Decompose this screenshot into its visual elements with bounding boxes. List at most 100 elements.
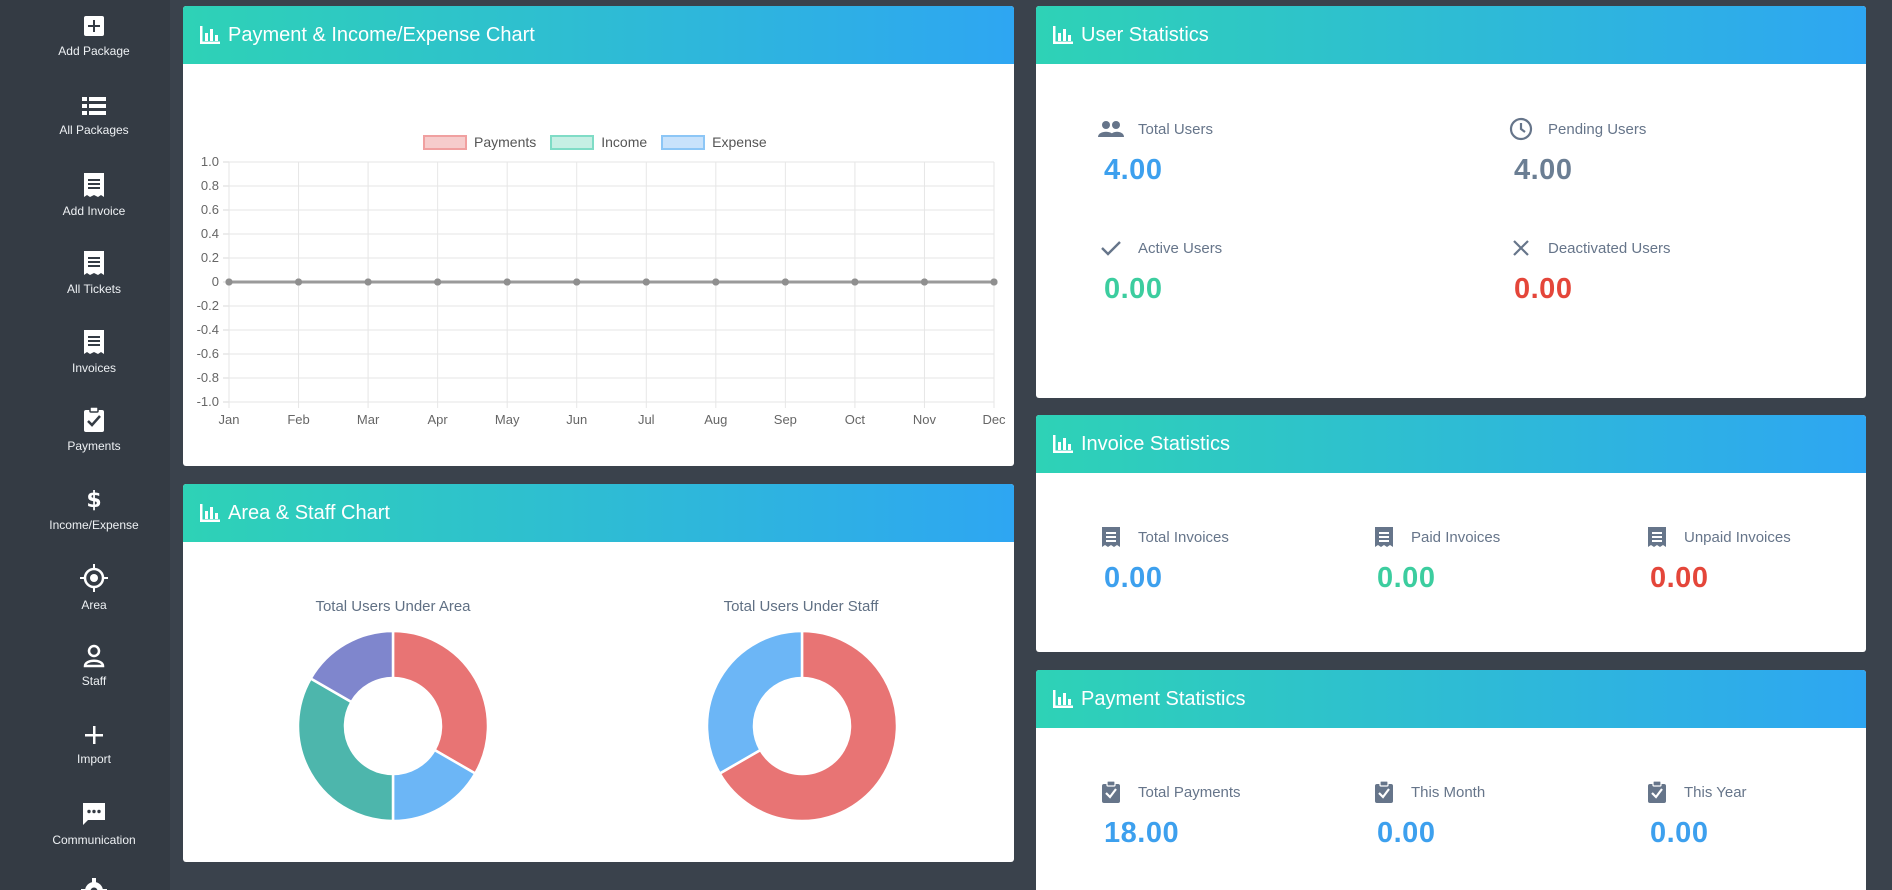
- sidebar-item-invoices[interactable]: Invoices: [0, 329, 188, 375]
- stat-value: 4.00: [1104, 154, 1163, 186]
- bar-chart-icon: [1053, 690, 1073, 708]
- donut-slice[interactable]: [296, 676, 395, 823]
- sidebar-item-area[interactable]: Area: [0, 564, 188, 612]
- card-header: Payment & Income/Expense Chart: [183, 6, 1014, 64]
- legend-swatch: [661, 134, 706, 150]
- y-tick-label: 0.8: [201, 178, 219, 193]
- x-tick-label: Mar: [357, 412, 380, 427]
- stat-value: 0.00: [1650, 817, 1709, 849]
- card-title: Area & Staff Chart: [228, 501, 390, 524]
- y-tick-label: 0.6: [201, 202, 219, 217]
- receipt-icon: [1371, 524, 1397, 550]
- stat-label: Total Users: [1138, 120, 1214, 138]
- donut-slice[interactable]: [309, 629, 395, 704]
- users-icon: [1098, 116, 1124, 142]
- donut-slice[interactable]: [705, 629, 804, 776]
- x-tick-label: Jan: [219, 412, 240, 427]
- sidebar-item-label: Income/Expense: [49, 518, 139, 532]
- legend-item-income[interactable]: Income: [550, 134, 647, 150]
- sidebar-item-label: Add Package: [58, 44, 130, 58]
- data-point[interactable]: [712, 278, 720, 286]
- dollar-icon: $: [86, 488, 101, 512]
- stat-pending-users: Pending Users 4.00: [1508, 116, 1646, 187]
- data-point[interactable]: [364, 278, 372, 286]
- sidebar-item-staff[interactable]: Staff: [0, 644, 188, 688]
- stat-value: 0.00: [1650, 562, 1709, 594]
- data-point[interactable]: [503, 278, 511, 286]
- legend-item-expense[interactable]: Expense: [661, 134, 767, 150]
- stat-value: 4.00: [1514, 154, 1573, 186]
- x-tick-label: Feb: [287, 412, 309, 427]
- card-title: Invoice Statistics: [1081, 432, 1230, 455]
- stat-label: Deactivated Users: [1548, 239, 1671, 257]
- data-point[interactable]: [434, 278, 442, 286]
- sidebar-item-add-invoice[interactable]: Add Invoice: [0, 172, 188, 218]
- area-staff-card: Area & Staff Chart Total Users Under Are…: [183, 484, 1014, 862]
- sidebar-item-add-package[interactable]: Add Package: [0, 14, 188, 58]
- legend-swatch: [423, 134, 467, 150]
- area-chart-title: Total Users Under Area: [315, 598, 471, 615]
- sidebar-item-label: Communication: [52, 833, 136, 847]
- bar-chart-icon: [1053, 26, 1073, 44]
- sidebar-item-all-tickets[interactable]: All Tickets: [0, 250, 188, 296]
- sidebar-item-label: Invoices: [71, 361, 117, 375]
- x-tick-label: Dec: [982, 412, 1006, 427]
- sidebar-item-settings[interactable]: [0, 878, 188, 890]
- card-header: User Statistics: [1036, 6, 1866, 64]
- x-tick-label: Oct: [845, 412, 866, 427]
- invoice-statistics-card: Invoice Statistics Total Invoices 0.00 P…: [1036, 415, 1866, 652]
- receipt-icon: [1098, 524, 1124, 550]
- sidebar-item-label: Area: [81, 598, 107, 612]
- plus-box-icon: [84, 16, 104, 36]
- y-tick-label: -0.2: [197, 298, 219, 313]
- stat-this-year: This Year 0.00: [1644, 779, 1747, 850]
- data-point[interactable]: [225, 278, 233, 286]
- sidebar-item-import[interactable]: Import: [0, 724, 188, 766]
- sidebar-item-label: Staff: [81, 674, 107, 688]
- y-tick-label: 1.0: [201, 154, 219, 169]
- stat-active-users: Active Users 0.00: [1098, 235, 1222, 306]
- sidebar-item-payments[interactable]: Payments: [0, 407, 188, 453]
- stat-label: Unpaid Invoices: [1684, 528, 1791, 546]
- stat-unpaid-invoices: Unpaid Invoices 0.00: [1644, 524, 1791, 595]
- receipt-icon: [1644, 524, 1670, 550]
- donut-slice[interactable]: [391, 629, 490, 776]
- clipboard-check-icon: [1371, 779, 1397, 805]
- sidebar-item-income-expense[interactable]: $ Income/Expense: [0, 486, 188, 532]
- stat-label: Pending Users: [1548, 120, 1647, 138]
- legend-item-payments[interactable]: Payments: [423, 134, 536, 150]
- y-tick-label: -0.6: [197, 346, 219, 361]
- person-icon: [83, 644, 105, 668]
- data-point[interactable]: [851, 278, 859, 286]
- data-point[interactable]: [990, 278, 998, 286]
- receipt-icon: [84, 251, 104, 275]
- sidebar-item-all-packages[interactable]: All Packages: [0, 95, 188, 137]
- y-tick-label: -0.8: [197, 370, 219, 385]
- stat-total-payments: Total Payments 18.00: [1098, 779, 1241, 850]
- legend-label: Payments: [474, 134, 537, 150]
- stat-label: Total Invoices: [1138, 528, 1229, 546]
- data-point[interactable]: [642, 278, 650, 286]
- donut-slice[interactable]: [718, 629, 899, 823]
- stat-label: Active Users: [1138, 239, 1223, 257]
- card-title: Payment & Income/Expense Chart: [228, 23, 535, 46]
- sidebar-item-communication[interactable]: Communication: [0, 801, 188, 847]
- stat-value: 0.00: [1377, 817, 1436, 849]
- stat-total-users: Total Users 4.00: [1098, 116, 1213, 187]
- clipboard-check-icon: [84, 407, 104, 432]
- card-header: Payment Statistics: [1036, 670, 1866, 728]
- sidebar-item-label: Payments: [67, 439, 121, 453]
- data-point[interactable]: [573, 278, 581, 286]
- y-tick-label: 0.2: [201, 250, 219, 265]
- legend-label: Expense: [712, 134, 767, 150]
- data-point[interactable]: [295, 278, 303, 286]
- stat-value: 0.00: [1104, 562, 1163, 594]
- y-tick-label: -1.0: [197, 394, 219, 409]
- data-point[interactable]: [920, 278, 928, 286]
- receipt-icon: [84, 330, 104, 354]
- y-tick-label: 0.4: [201, 226, 219, 241]
- clock-icon: [1508, 116, 1534, 142]
- data-point[interactable]: [781, 278, 789, 286]
- chart-legend: Payments Income Expense: [423, 134, 781, 150]
- payment-chart-card: Payment & Income/Expense Chart Payments …: [183, 6, 1014, 466]
